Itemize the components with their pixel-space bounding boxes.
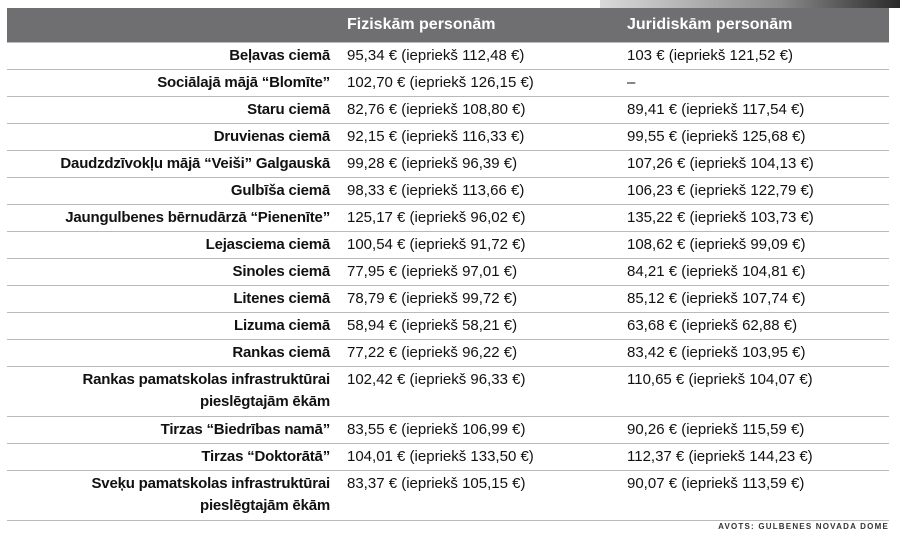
row-place: Rankas pamatskolas infrastruktūrai piesl… xyxy=(82,371,331,410)
row-private-price: 77,95 € (iepriekš 97,01 €) xyxy=(347,263,518,280)
row-place: Sociālajā mājā “Blomīte” xyxy=(157,74,330,91)
row-private-price: 125,17 € (iepriekš 96,02 €) xyxy=(347,209,526,226)
row-legal-price: 106,23 € (iepriekš 122,79 €) xyxy=(627,182,814,199)
header-private-persons: Fiziskām personām xyxy=(347,16,496,33)
row-private-price: 95,34 € (iepriekš 112,48 €) xyxy=(347,47,525,64)
row-place: Lejasciema ciemā xyxy=(205,236,331,253)
row-private-price: 83,37 € (iepriekš 105,15 €) xyxy=(347,475,526,492)
row-legal-price: 103 € (iepriekš 121,52 €) xyxy=(627,47,793,64)
row-legal-price: 83,42 € (iepriekš 103,95 €) xyxy=(627,344,806,361)
photo-edge xyxy=(600,0,900,8)
row-place: Litenes ciemā xyxy=(233,290,330,307)
row-legal-price: – xyxy=(627,74,636,91)
table-row: Jaungulbenes bērnudārzā “Pienenīte” 125,… xyxy=(7,205,889,232)
table-row: Druvienas ciemā 92,15 € (iepriekš 116,33… xyxy=(7,124,889,151)
row-legal-price: 63,68 € (iepriekš 62,88 €) xyxy=(627,317,798,334)
table-row: Staru ciemā 82,76 € (iepriekš 108,80 €) … xyxy=(7,97,889,124)
row-legal-price: 112,37 € (iepriekš 144,23 €) xyxy=(627,448,813,465)
row-private-price: 78,79 € (iepriekš 99,72 €) xyxy=(347,290,518,307)
row-private-price: 83,55 € (iepriekš 106,99 €) xyxy=(347,421,526,438)
table-row: Rankas ciemā 77,22 € (iepriekš 96,22 €) … xyxy=(7,340,889,367)
row-private-price: 100,54 € (iepriekš 91,72 €) xyxy=(347,236,526,253)
table-row: Tirzas “Doktorātā” 104,01 € (iepriekš 13… xyxy=(7,444,889,471)
row-place: Daudzdzīvokļu mājā “Veiši” Galgauskā xyxy=(60,155,330,172)
row-place: Tirzas “Biedrības namā” xyxy=(160,421,331,438)
row-private-price: 99,28 € (iepriekš 96,39 €) xyxy=(347,155,518,172)
row-place: Rankas ciemā xyxy=(232,344,330,361)
row-legal-price: 107,26 € (iepriekš 104,13 €) xyxy=(627,155,814,172)
row-place: Tirzas “Doktorātā” xyxy=(201,448,330,465)
row-legal-price: 85,12 € (iepriekš 107,74 €) xyxy=(627,290,806,307)
row-place: Sinoles ciemā xyxy=(232,263,331,280)
row-private-price: 82,76 € (iepriekš 108,80 €) xyxy=(347,101,526,118)
table-row: Sveķu pamatskolas infrastruktūrai pieslē… xyxy=(7,471,889,521)
row-legal-price: 90,07 € (iepriekš 113,59 €) xyxy=(627,475,805,492)
row-legal-price: 84,21 € (iepriekš 104,81 €) xyxy=(627,263,806,280)
table-row: Gulbīša ciemā 98,33 € (iepriekš 113,66 €… xyxy=(7,178,889,205)
table-row: Daudzdzīvokļu mājā “Veiši” Galgauskā 99,… xyxy=(7,151,889,178)
row-place: Druvienas ciemā xyxy=(213,128,330,145)
row-private-price: 77,22 € (iepriekš 96,22 €) xyxy=(347,344,518,361)
row-legal-price: 90,26 € (iepriekš 115,59 €) xyxy=(627,421,805,438)
row-place: Gulbīša ciemā xyxy=(230,182,330,199)
table-header: Fiziskām personām Juridiskām personām xyxy=(7,8,889,42)
row-legal-price: 108,62 € (iepriekš 99,09 €) xyxy=(627,236,806,253)
row-private-price: 104,01 € (iepriekš 133,50 €) xyxy=(347,448,534,465)
row-legal-price: 135,22 € (iepriekš 103,73 €) xyxy=(627,209,814,226)
row-legal-price: 99,55 € (iepriekš 125,68 €) xyxy=(627,128,806,145)
table-row: Tirzas “Biedrības namā” 83,55 € (iepriek… xyxy=(7,417,889,444)
row-private-price: 102,42 € (iepriekš 96,33 €) xyxy=(347,371,526,388)
table-row: Lejasciema ciemā 100,54 € (iepriekš 91,7… xyxy=(7,232,889,259)
row-private-price: 58,94 € (iepriekš 58,21 €) xyxy=(347,317,518,334)
row-private-price: 92,15 € (iepriekš 116,33 €) xyxy=(347,128,525,145)
tariff-table: Fiziskām personām Juridiskām personām Be… xyxy=(7,8,889,521)
table-row: Sociālajā mājā “Blomīte” 102,70 € (iepri… xyxy=(7,70,889,97)
header-legal-persons: Juridiskām personām xyxy=(627,16,793,33)
row-legal-price: 110,65 € (iepriekš 104,07 €) xyxy=(627,371,813,388)
row-place: Lizuma ciemā xyxy=(234,317,330,334)
table-row: Lizuma ciemā 58,94 € (iepriekš 58,21 €) … xyxy=(7,313,889,340)
row-place: Beļavas ciemā xyxy=(229,47,330,64)
table-row: Rankas pamatskolas infrastruktūrai piesl… xyxy=(7,367,889,417)
row-private-price: 102,70 € (iepriekš 126,15 €) xyxy=(347,74,534,91)
row-legal-price: 89,41 € (iepriekš 117,54 €) xyxy=(627,101,805,118)
table-row: Sinoles ciemā 77,95 € (iepriekš 97,01 €)… xyxy=(7,259,889,286)
row-place: Staru ciemā xyxy=(247,101,330,118)
source-note: AVOTS: GULBENES NOVADA DOME xyxy=(718,522,889,531)
table-row: Beļavas ciemā 95,34 € (iepriekš 112,48 €… xyxy=(7,42,889,70)
row-place: Jaungulbenes bērnudārzā “Pienenīte” xyxy=(65,209,330,226)
table-row: Litenes ciemā 78,79 € (iepriekš 99,72 €)… xyxy=(7,286,889,313)
row-private-price: 98,33 € (iepriekš 113,66 €) xyxy=(347,182,525,199)
row-place: Sveķu pamatskolas infrastruktūrai pieslē… xyxy=(91,475,331,514)
